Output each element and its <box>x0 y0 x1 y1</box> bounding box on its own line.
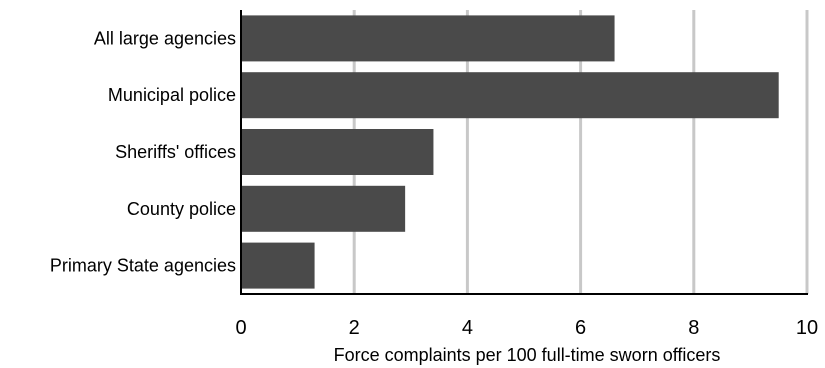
bar-0 <box>241 15 615 62</box>
bars <box>241 15 779 289</box>
x-tick-label-2: 2 <box>349 317 360 339</box>
x-tick-labels: 0 2 4 6 8 10 <box>235 317 818 339</box>
category-label-2: Sheriffs' offices <box>115 142 236 162</box>
x-tick-label-8: 8 <box>688 317 699 339</box>
x-tick-label-10: 10 <box>796 317 818 339</box>
axes <box>240 10 808 295</box>
category-label-3: County police <box>127 199 236 219</box>
x-tick-label-4: 4 <box>462 317 473 339</box>
x-tick-label-0: 0 <box>235 317 246 339</box>
category-labels: All large agencies Municipal police Sherif… <box>50 28 236 275</box>
x-axis-title: Force complaints per 100 full-time sworn… <box>334 345 721 365</box>
bar-2 <box>241 129 434 175</box>
category-label-1: Municipal police <box>108 85 236 105</box>
x-tick-label-6: 6 <box>575 317 586 339</box>
bar-1 <box>241 72 779 119</box>
category-label-4: Primary State agencies <box>50 256 236 276</box>
category-label-0: All large agencies <box>94 28 236 48</box>
bar-3 <box>241 185 406 232</box>
bar-4 <box>241 242 315 289</box>
